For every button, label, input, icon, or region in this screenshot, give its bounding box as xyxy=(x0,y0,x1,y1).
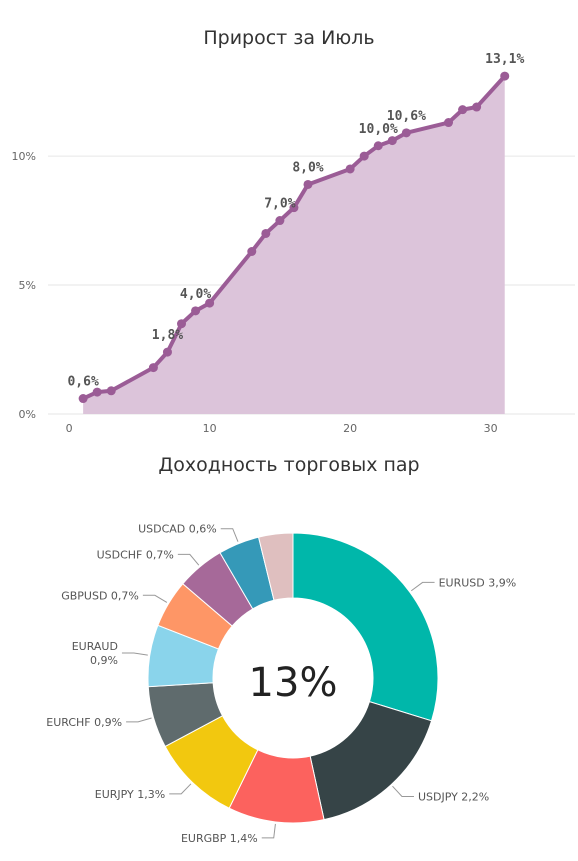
slice-label: USDCHF 0,7% xyxy=(97,548,174,561)
data-point xyxy=(345,164,355,174)
donut-slice-usdjpy xyxy=(309,700,433,821)
data-label: 13,1% xyxy=(485,52,524,67)
leader-line xyxy=(261,823,276,839)
leader-line xyxy=(121,652,148,656)
data-point xyxy=(359,151,369,161)
data-label: 10,6% xyxy=(387,109,426,124)
leader-line xyxy=(411,581,435,592)
donut-chart: 13% EURUSD 3,9% USDJPY 2,2% EURGBP 1,4% EUR… xyxy=(46,523,517,845)
data-point xyxy=(472,102,482,112)
y-tick-label: 0% xyxy=(19,408,36,421)
slice-label: EURGBP 1,4% xyxy=(181,832,258,845)
data-point xyxy=(78,394,88,404)
data-point xyxy=(458,105,468,115)
donut-chart-title: Доходность торговых пар xyxy=(158,454,420,476)
x-tick-label: 0 xyxy=(66,422,73,435)
y-tick-label: 10% xyxy=(12,150,36,163)
data-label: 10,0% xyxy=(359,122,398,137)
donut-center-value: 13% xyxy=(249,660,338,706)
slice-label: EURUSD 3,9% xyxy=(439,576,517,589)
slice-label: GBPUSD 0,7% xyxy=(61,589,139,602)
slice-label: EURAUD 0,9% xyxy=(72,640,118,667)
data-label: 7,0% xyxy=(264,197,295,212)
data-point xyxy=(247,247,257,257)
data-label: 1,8% xyxy=(152,328,183,343)
data-point xyxy=(303,179,313,189)
data-point xyxy=(148,363,158,373)
x-tick-label: 30 xyxy=(484,422,498,435)
slice-label: USDCAD 0,6% xyxy=(138,523,217,536)
data-point xyxy=(373,141,383,151)
data-point xyxy=(162,347,172,357)
data-point xyxy=(500,71,510,81)
leader-line xyxy=(169,783,192,795)
x-tick-label: 20 xyxy=(343,422,357,435)
donut-slice-other xyxy=(257,532,294,601)
line-chart: 0%5%10%0 10 20 300,6%1,8%4,0%7,0%8,0%10,0%1… xyxy=(12,52,575,435)
slice-label: EURCHF 0,9% xyxy=(46,716,122,729)
leader-line xyxy=(220,528,239,542)
data-point xyxy=(387,136,397,146)
area-fill xyxy=(83,76,505,414)
line-chart-title: Прирост за Июль xyxy=(203,27,375,49)
data-label: 0,6% xyxy=(67,375,98,390)
data-point xyxy=(191,306,201,316)
data-label: 4,0% xyxy=(180,287,211,302)
data-point xyxy=(92,387,102,397)
slice-label: EURJPY 1,3% xyxy=(95,788,165,801)
data-point xyxy=(289,203,299,213)
donut-slice-eurusd xyxy=(292,532,439,722)
y-tick-label: 5% xyxy=(19,279,36,292)
data-point xyxy=(261,228,271,238)
leader-line xyxy=(392,785,414,798)
data-point xyxy=(106,386,116,396)
data-point xyxy=(177,319,187,329)
data-label: 8,0% xyxy=(292,160,323,175)
x-tick-label: 10 xyxy=(203,422,217,435)
data-point xyxy=(444,118,454,128)
leader-line xyxy=(177,553,200,566)
slice-label: USDJPY 2,2% xyxy=(418,791,489,804)
leader-line xyxy=(142,594,168,603)
data-point xyxy=(275,216,285,226)
data-point xyxy=(205,298,215,308)
data-point xyxy=(401,128,411,138)
series-line xyxy=(82,74,507,401)
leader-line xyxy=(126,717,152,723)
